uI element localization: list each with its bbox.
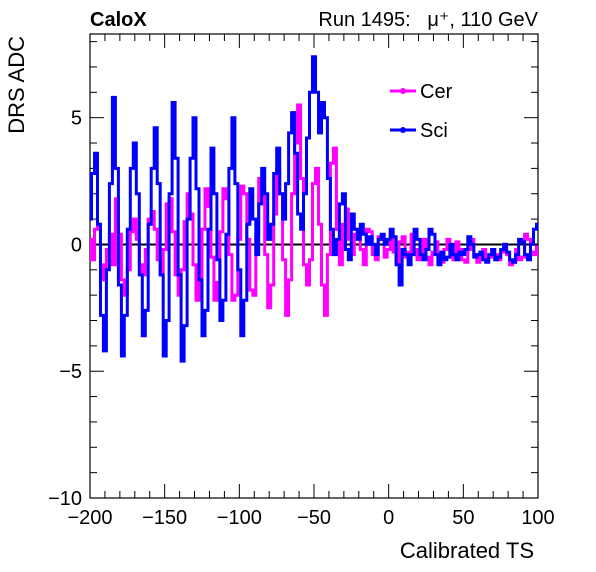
x-axis-title: Calibrated TS (400, 538, 534, 563)
x-tick-label: −200 (67, 507, 112, 529)
x-tick-label: 50 (452, 507, 474, 529)
axis-ticks (89, 34, 539, 499)
legend-cer-label: Cer (420, 81, 453, 103)
legend-sci-marker (400, 127, 406, 133)
experiment-label: CaloX (90, 9, 147, 31)
legend-sci-label: Sci (420, 120, 448, 142)
x-tick-label: −150 (142, 507, 187, 529)
x-tick-label: −50 (297, 507, 331, 529)
y-axis-title: DRS ADC (4, 36, 29, 134)
y-tick-label: 0 (71, 234, 82, 256)
series-line-cer (90, 103, 538, 317)
series-lines (90, 55, 538, 363)
plot-frame (89, 33, 539, 499)
x-tick-label: 100 (521, 507, 554, 529)
tick-labels: −200 −150 −100 −50 0 50 100−10−505 (48, 108, 555, 529)
x-tick-label: 0 (383, 507, 394, 529)
y-tick-label: 5 (71, 108, 82, 130)
y-tick-label: −10 (48, 488, 82, 510)
y-tick-label: −5 (59, 361, 82, 383)
legend: Cer Sci (390, 81, 453, 142)
x-tick-label: −100 (217, 507, 262, 529)
series-line-sci (90, 55, 538, 363)
run-info-label: Run 1495: μ⁺, 110 GeV (318, 9, 538, 31)
legend-cer-marker (400, 88, 406, 94)
